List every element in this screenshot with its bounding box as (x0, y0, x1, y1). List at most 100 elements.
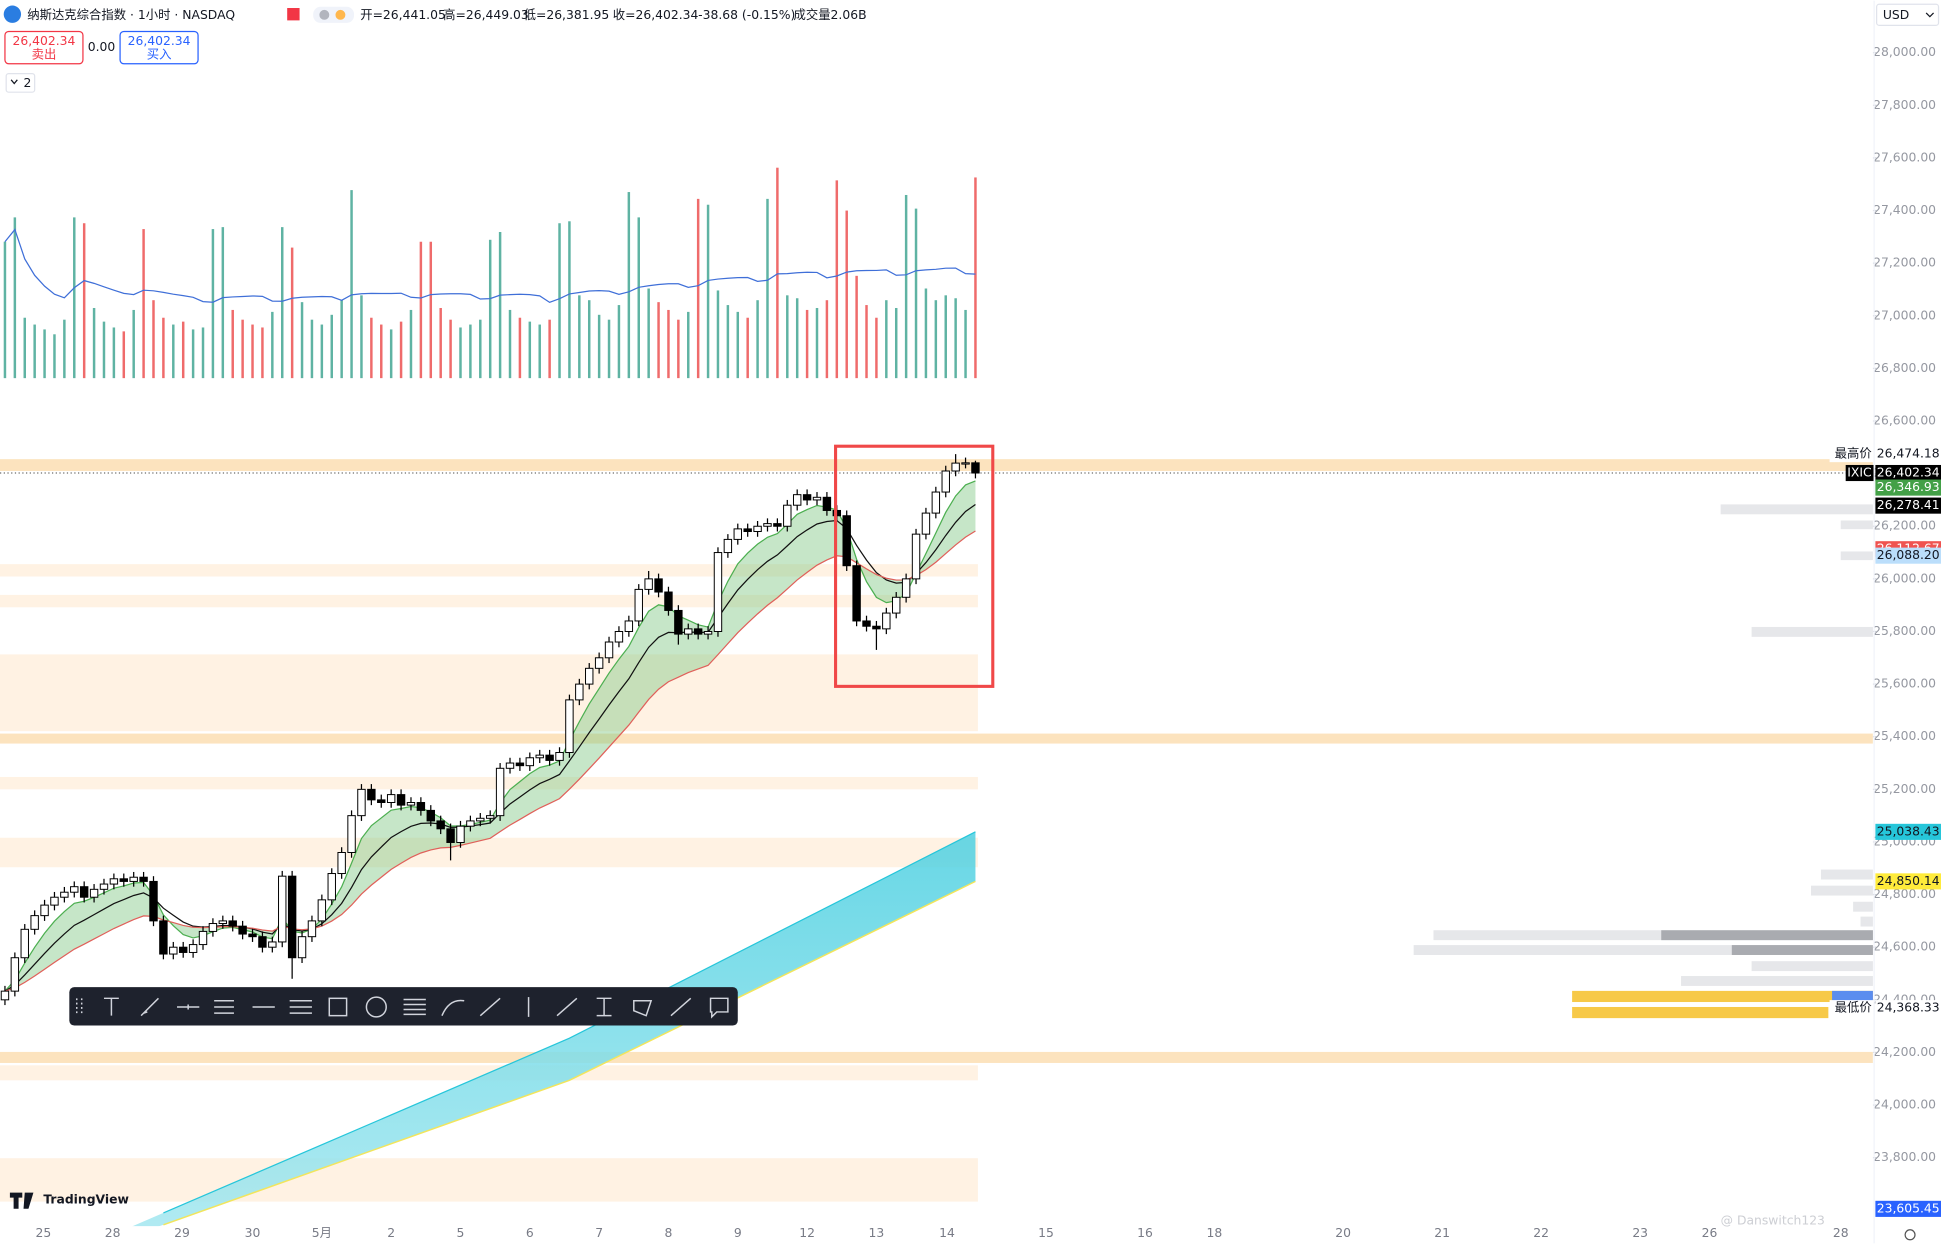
profile-bar (1572, 1006, 1829, 1019)
candle-body (882, 612, 891, 630)
tool-pattern[interactable] (633, 1000, 653, 1017)
candle-body (40, 904, 49, 917)
highlight-box (834, 444, 995, 688)
x-tick-label: 9 (734, 1226, 742, 1240)
tool-brush[interactable] (479, 997, 501, 1017)
volume-bar (162, 317, 165, 379)
candle-body (307, 920, 317, 938)
volume-bar (479, 319, 482, 379)
currency: USD (1883, 8, 1909, 22)
candle-body (892, 596, 901, 614)
tool-text[interactable] (103, 997, 119, 1016)
candle-body (773, 523, 782, 527)
candle-body (921, 512, 931, 535)
tool-lines[interactable] (403, 998, 426, 1016)
volume-bar (528, 321, 532, 379)
tool-range[interactable] (596, 997, 612, 1017)
candle-body (872, 625, 881, 630)
candle-body (575, 683, 584, 701)
x-tick-label: 29 (174, 1226, 190, 1240)
volume-bar (914, 208, 918, 379)
candle-body (426, 809, 435, 822)
sell-button[interactable] (4, 30, 84, 65)
zone (0, 733, 1873, 744)
tool-channel[interactable] (289, 1000, 312, 1014)
y-tick-label: 25,200.00 (1873, 782, 1936, 796)
status-pill (313, 6, 355, 23)
zones (0, 459, 1873, 1202)
y-tick-label: 27,200.00 (1873, 256, 1936, 270)
volume-bar (776, 167, 779, 379)
volume-bar (389, 329, 393, 379)
candle-body (852, 565, 861, 622)
volume-bar (815, 307, 819, 379)
candle-body (386, 794, 396, 803)
profile-bar (1820, 869, 1873, 880)
light-zone (0, 1158, 978, 1202)
price-label: 26,402.34 (1877, 466, 1940, 480)
y-tick-label: 27,600.00 (1873, 150, 1936, 164)
flag[interactable] (287, 8, 300, 21)
buy-button[interactable] (119, 30, 199, 65)
volume-bar (597, 314, 601, 379)
volume-bar (687, 311, 690, 379)
x-tick-label: 13 (869, 1226, 885, 1240)
price-label: 24,368.33 (1877, 1001, 1940, 1015)
symbol-icon (3, 5, 22, 23)
candle-body (703, 630, 713, 635)
volume-bar (875, 317, 878, 379)
volume-bar (766, 198, 769, 379)
volume-bar (736, 311, 740, 379)
settings-icon[interactable] (1904, 1229, 1916, 1241)
volume (3, 167, 977, 379)
volume-bar (488, 239, 492, 379)
price-label: 26,278.41 (1877, 498, 1940, 512)
drawing-toolbar (69, 987, 738, 1026)
ohlc-low: 低=26,381.95 (524, 8, 610, 22)
tool-rect[interactable] (328, 997, 348, 1017)
volume-bar (73, 217, 76, 379)
tool-line[interactable] (556, 997, 578, 1017)
tool-fib[interactable] (214, 1000, 234, 1014)
candle-body (901, 578, 911, 598)
layers-count: 2 (24, 76, 32, 90)
volume-bar (290, 247, 294, 379)
candle-body (208, 923, 218, 932)
ema-fill (4, 480, 976, 992)
tool-trend[interactable] (140, 997, 159, 1017)
spread: 0.00 (88, 40, 116, 54)
tool-curve[interactable] (441, 999, 465, 1016)
candle-body (416, 802, 426, 811)
candle-body (812, 496, 822, 501)
volume-bar (667, 309, 670, 379)
candle-body (367, 788, 376, 801)
volume-bar (805, 309, 809, 379)
candle-body (347, 815, 356, 853)
candle-body (238, 925, 247, 935)
currency-button[interactable] (1876, 3, 1940, 26)
y-tick-label: 27,800.00 (1873, 98, 1936, 112)
price-label-bg (1875, 547, 1941, 564)
candle-body (278, 875, 287, 943)
price-label-bg (1875, 497, 1941, 514)
volume-profile (1413, 504, 1873, 1019)
candle-body (99, 883, 109, 890)
profile-bar (1811, 885, 1873, 896)
tool-note[interactable] (709, 997, 729, 1019)
tool-circle[interactable] (365, 996, 387, 1018)
volume-bar (716, 290, 720, 379)
price-label: 26,474.18 (1877, 447, 1940, 461)
candle-body (911, 533, 921, 580)
volume-bar (399, 321, 403, 379)
tool-hline[interactable] (177, 1004, 200, 1010)
x-tick-label: 2 (387, 1226, 395, 1240)
toolbar-handle[interactable] (76, 998, 83, 1016)
y-tick-label: 27,400.00 (1873, 203, 1936, 217)
candle-body (218, 920, 228, 925)
layers-toggle[interactable] (5, 72, 36, 93)
price-label-bg (1875, 479, 1941, 496)
x-tick-label: 25 (35, 1226, 51, 1240)
tool-measure[interactable] (670, 997, 692, 1017)
symbol-title[interactable]: 纳斯达克综合指数 · 1小时 · NASDAQ (27, 7, 235, 22)
